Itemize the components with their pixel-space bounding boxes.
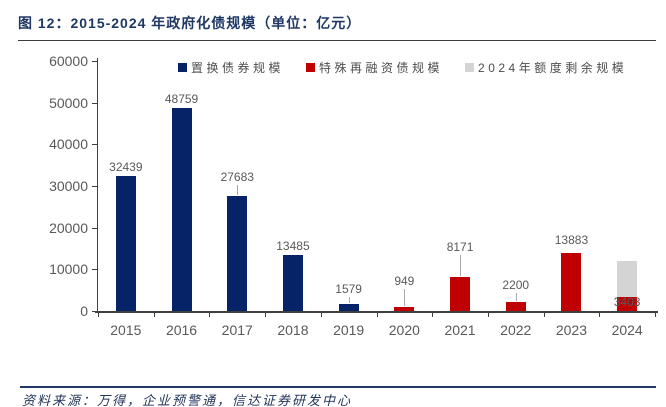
x-axis-tick <box>487 313 489 317</box>
y-axis-line <box>96 58 98 313</box>
bar <box>171 107 192 311</box>
legend-swatch-icon <box>178 63 187 72</box>
y-axis-tick <box>92 61 97 62</box>
label-leader-line <box>460 254 462 276</box>
chart-legend: 置换债券规模 特殊再融资债规模 2024年额度剩余规模 <box>178 59 627 76</box>
legend-item: 特殊再融资债规模 <box>306 59 443 76</box>
x-tick-label: 2017 <box>221 322 253 338</box>
y-tick-label: 30000 <box>49 178 88 194</box>
x-tick-label: 2015 <box>110 322 142 338</box>
y-tick-label: 20000 <box>49 219 88 236</box>
bar-value-label: 32439 <box>109 159 143 174</box>
bar <box>505 301 526 311</box>
label-leader-line <box>404 289 406 307</box>
legend-label: 特殊再融资债规模 <box>319 61 444 75</box>
x-tick-label: 2022 <box>500 322 532 338</box>
bar <box>227 195 248 311</box>
x-axis-tick <box>599 313 601 317</box>
x-axis-line <box>95 311 658 313</box>
title-divider-line <box>18 40 656 41</box>
footer-divider-line <box>20 386 656 388</box>
label-leader-line <box>348 297 350 304</box>
y-axis-tick <box>92 311 97 312</box>
bar-value-label: 1579 <box>335 282 362 297</box>
x-axis-tick <box>265 313 267 317</box>
x-axis-tick <box>376 313 378 317</box>
x-tick-label: 2019 <box>333 322 365 338</box>
bar-value-label: 48759 <box>164 91 199 106</box>
bar <box>115 175 136 311</box>
x-axis-tick <box>209 313 211 317</box>
bar <box>617 261 638 297</box>
bar <box>617 296 638 311</box>
bar <box>561 253 582 311</box>
x-axis-tick <box>320 313 322 317</box>
y-axis-tick <box>92 227 97 229</box>
y-axis-tick <box>92 102 97 104</box>
x-tick-label: 2018 <box>277 322 309 338</box>
x-tick-label: 2021 <box>444 322 476 338</box>
bar-value-label: 13883 <box>554 233 589 248</box>
x-axis-tick <box>543 313 545 317</box>
bar-chart: 置换债券规模 特殊再融资债规模 2024年额度剩余规模 0 10000 20000 3000… <box>49 53 658 338</box>
y-axis-tick <box>92 186 97 187</box>
source-note: 资料来源：万得，企业预警通，信达证券研发中心 <box>22 393 353 407</box>
bar-value-label: 3403 <box>613 295 641 309</box>
bar-value-label: 2200 <box>502 277 530 292</box>
x-tick-label: 2023 <box>555 322 588 338</box>
label-leader-line <box>515 292 517 301</box>
bar <box>450 276 471 311</box>
y-axis-tick <box>92 269 97 271</box>
x-tick-label: 2016 <box>165 322 198 338</box>
legend-label: 2024年额度剩余规模 <box>478 61 628 75</box>
bar <box>338 304 359 311</box>
bar-value-label: 949 <box>394 274 415 289</box>
legend-swatch-icon <box>465 63 475 72</box>
figure-title: 图 12：2015-2024 年政府化债规模（单位：亿元） <box>18 15 362 31</box>
y-tick-label: 10000 <box>49 261 88 278</box>
legend-item: 置换债券规模 <box>178 59 284 76</box>
x-tick-label: 2020 <box>388 322 420 338</box>
y-tick-label: 0 <box>80 303 88 319</box>
y-tick-label: 40000 <box>49 136 88 153</box>
y-tick-label: 50000 <box>49 94 88 111</box>
label-leader-line <box>237 184 239 195</box>
x-axis-tick <box>98 313 99 317</box>
y-axis-tick <box>92 144 97 146</box>
x-axis-tick <box>655 313 656 317</box>
legend-item: 2024年额度剩余规模 <box>465 59 627 76</box>
x-tick-label: 2024 <box>611 322 643 338</box>
bar-value-label: 8171 <box>446 239 474 254</box>
bar-value-label: 13485 <box>276 238 310 253</box>
x-axis-tick <box>153 313 155 317</box>
legend-label: 置换债券规模 <box>191 61 285 75</box>
y-tick-label: 60000 <box>49 53 88 69</box>
bar <box>394 307 415 311</box>
legend-swatch-icon <box>306 63 316 72</box>
bar <box>282 254 303 311</box>
x-axis-tick <box>432 313 434 317</box>
bar-value-label: 27683 <box>220 169 254 184</box>
